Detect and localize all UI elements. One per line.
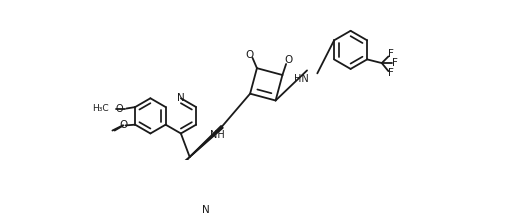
Text: F: F [388,68,394,78]
Text: F: F [392,58,398,68]
Text: HN: HN [294,74,309,84]
Text: N: N [177,93,185,103]
Text: N: N [202,206,210,215]
Text: O: O [115,104,123,114]
Text: H₃C: H₃C [92,104,109,113]
Polygon shape [167,157,190,179]
Text: F: F [388,49,394,59]
Polygon shape [189,126,223,157]
Text: NH: NH [210,130,225,140]
Text: O: O [245,50,254,60]
Text: O: O [284,55,292,65]
Text: O: O [119,120,127,130]
